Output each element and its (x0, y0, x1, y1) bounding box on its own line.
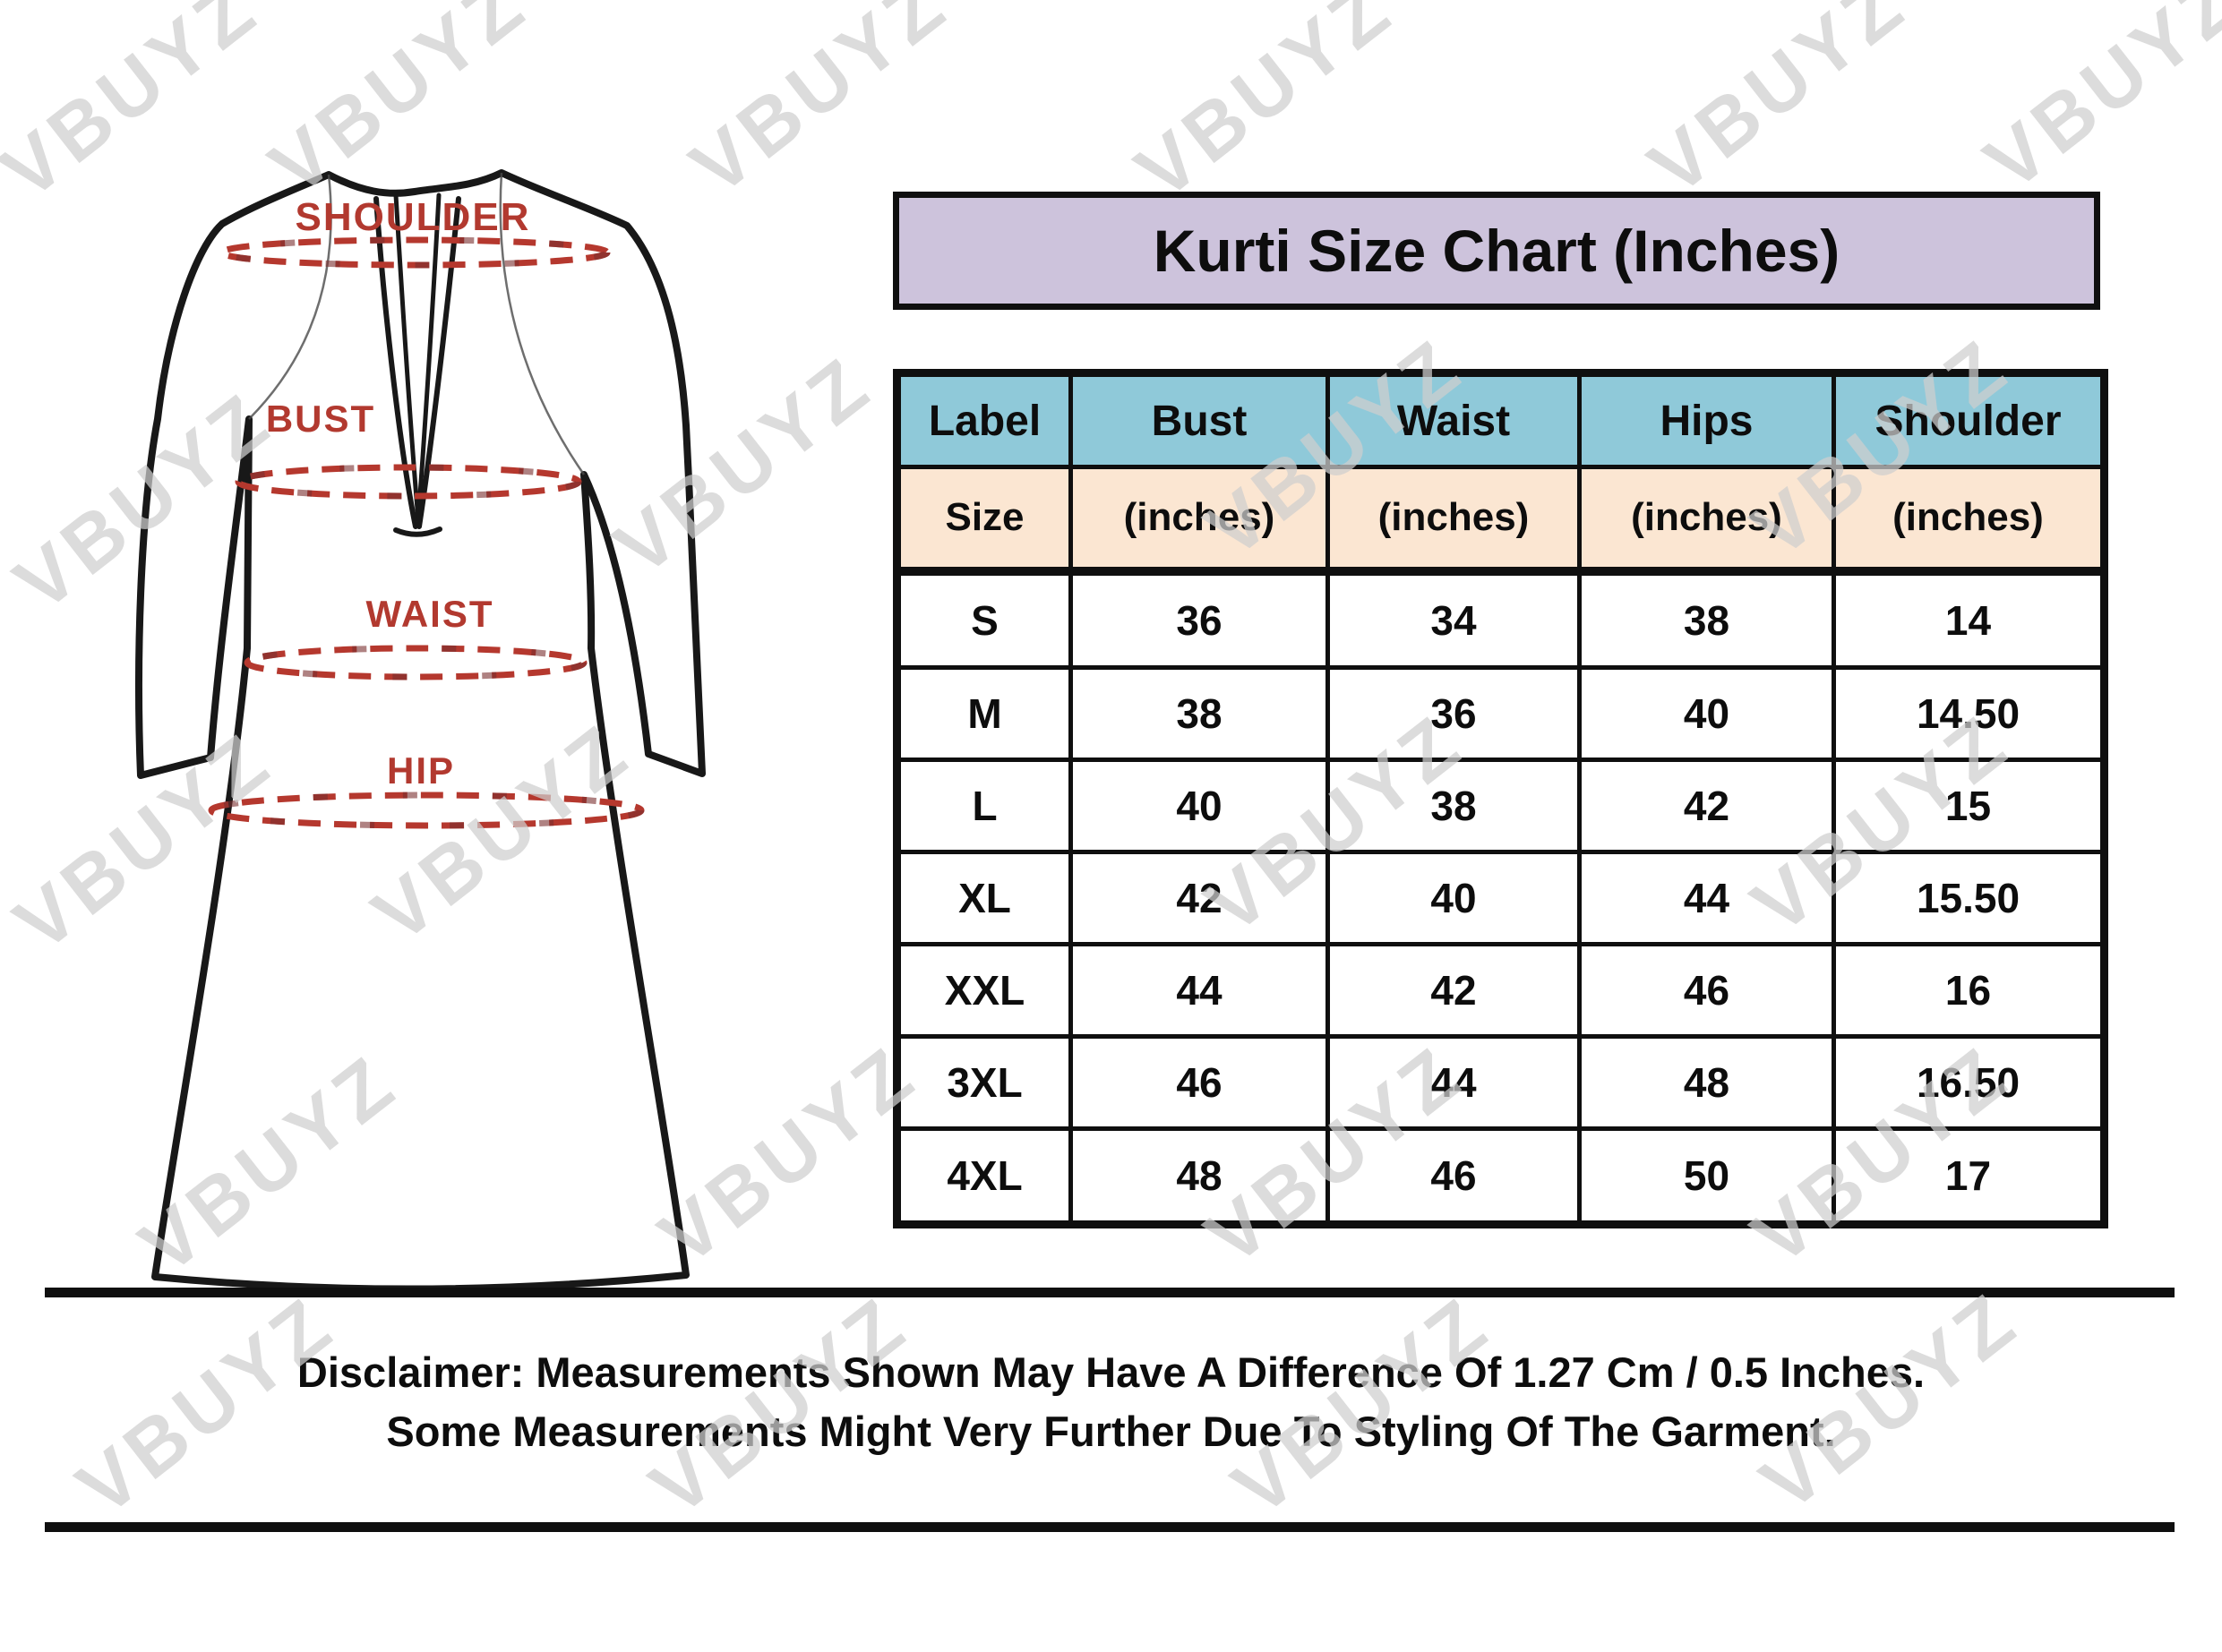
right-armhole-seam-line (499, 172, 586, 475)
shoulder-cell: 16.50 (1832, 1034, 2106, 1132)
waist-cell: 42 (1325, 941, 1582, 1040)
chart-title-bar: Kurti Size Chart (Inches) (893, 192, 2100, 310)
disclaimer-line-1: Disclaimer: Measurements Shown May Have … (296, 1348, 1926, 1396)
size-cell: S (895, 569, 1073, 670)
table-row: M 38 36 40 14.50 (895, 664, 2106, 762)
size-cell: XL (895, 849, 1073, 947)
shoulder-cell: 14 (1832, 569, 2106, 670)
shoulder-cell: 14.50 (1832, 664, 2106, 762)
hips-cell: 40 (1577, 664, 1836, 762)
bust-cell: 44 (1068, 941, 1330, 1040)
disclaimer-text: Disclaimer: Measurements Shown May Have … (0, 1343, 2222, 1461)
watermark-text: VBUYZ (1119, 0, 1410, 217)
column-subheader: (inches) (1325, 465, 1582, 576)
hips-cell: 44 (1577, 849, 1836, 947)
column-header: Bust (1068, 371, 1330, 469)
disclaimer-line-2: Some Measurements Might Very Further Due… (386, 1408, 1836, 1455)
hips-cell: 50 (1577, 1126, 1836, 1227)
left-armhole-seam-line (248, 174, 332, 420)
shoulder-label: SHOULDER (296, 195, 531, 239)
column-header: Label (895, 371, 1073, 469)
bust-cell: 38 (1068, 664, 1330, 762)
waist-cell: 34 (1325, 569, 1582, 670)
shoulder-cell: 17 (1832, 1126, 2106, 1227)
hip-label: HIP (387, 749, 455, 792)
table-row: S 36 34 38 14 (895, 569, 2106, 670)
waist-label: WAIST (366, 593, 494, 635)
table-row: 3XL 46 44 48 16.50 (895, 1034, 2106, 1132)
divider-line-bottom (45, 1522, 2175, 1532)
shoulder-cell: 15 (1832, 757, 2106, 854)
column-header: Waist (1325, 371, 1582, 469)
size-chart-table: Label Bust Waist Hips Shoulder Size (inc… (893, 369, 2108, 1228)
waist-cell: 36 (1325, 664, 1582, 762)
bust-cell: 36 (1068, 569, 1330, 670)
shoulder-cell: 15.50 (1832, 849, 2106, 947)
measurement-labels: SHOULDER BUST WAIST HIP (266, 195, 531, 792)
page-title: Kurti Size Chart (Inches) (1153, 218, 1840, 284)
hips-cell: 48 (1577, 1034, 1836, 1132)
size-cell: 3XL (895, 1034, 1073, 1132)
hips-cell: 42 (1577, 757, 1836, 854)
waist-cell: 38 (1325, 757, 1582, 854)
shoulder-cell: 16 (1832, 941, 2106, 1040)
waist-cell: 40 (1325, 849, 1582, 947)
table-row: L 40 38 42 15 (895, 757, 2106, 854)
table-subheader-row: Size (inches) (inches) (inches) (inches) (895, 465, 2106, 576)
size-cell: M (895, 664, 1073, 762)
watermark-text: VBUYZ (1968, 0, 2222, 208)
bust-cell: 42 (1068, 849, 1330, 947)
size-cell: L (895, 757, 1073, 854)
hips-cell: 46 (1577, 941, 1836, 1040)
size-cell: XXL (895, 941, 1073, 1040)
watermark-text: VBUYZ (1632, 0, 1923, 212)
table-row: 4XL 48 46 50 17 (895, 1126, 2106, 1227)
column-subheader: (inches) (1832, 465, 2106, 576)
size-cell: 4XL (895, 1126, 1073, 1227)
bust-label: BUST (266, 398, 375, 440)
column-subheader: Size (895, 465, 1073, 576)
bust-cell: 40 (1068, 757, 1330, 854)
kurti-diagram: SHOULDER BUST WAIST HIP (135, 169, 706, 1293)
measurement-dashes (208, 236, 645, 829)
table-header-row: Label Bust Waist Hips Shoulder (895, 371, 2106, 469)
waist-cell: 44 (1325, 1034, 1582, 1132)
hips-cell: 38 (1577, 569, 1836, 670)
column-subheader: (inches) (1068, 465, 1330, 576)
table-row: XL 42 40 44 15.50 (895, 849, 2106, 947)
table-row: XXL 44 42 46 16 (895, 941, 2106, 1040)
column-subheader: (inches) (1577, 465, 1836, 576)
bust-cell: 46 (1068, 1034, 1330, 1132)
bust-cell: 48 (1068, 1126, 1330, 1227)
neck-placket (373, 193, 461, 537)
waist-cell: 46 (1325, 1126, 1582, 1227)
column-header: Shoulder (1832, 371, 2106, 469)
kurti-outline (135, 169, 706, 1293)
divider-line-top (45, 1288, 2175, 1297)
column-header: Hips (1577, 371, 1836, 469)
